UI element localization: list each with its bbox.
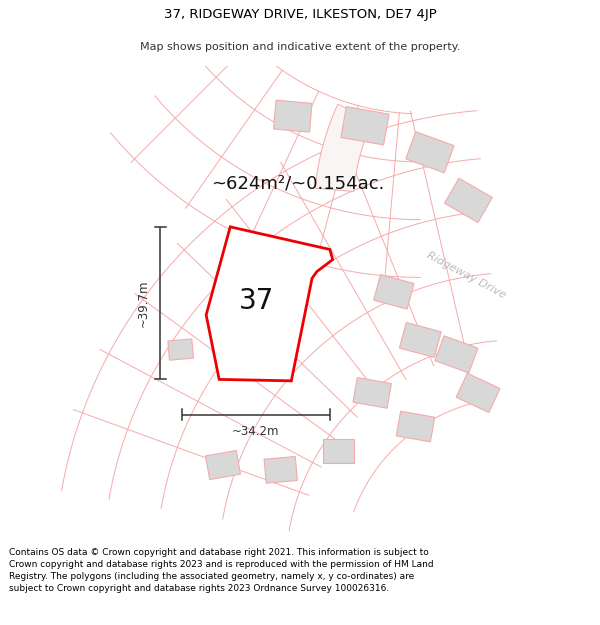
Polygon shape (353, 378, 391, 408)
Text: Map shows position and indicative extent of the property.: Map shows position and indicative extent… (140, 42, 460, 52)
Polygon shape (374, 274, 414, 309)
Polygon shape (168, 339, 193, 360)
Polygon shape (206, 451, 241, 479)
Text: 37, RIDGEWAY DRIVE, ILKESTON, DE7 4JP: 37, RIDGEWAY DRIVE, ILKESTON, DE7 4JP (164, 8, 436, 21)
Polygon shape (206, 227, 333, 381)
Text: Ridgeway Drive: Ridgeway Drive (425, 250, 507, 300)
Polygon shape (341, 107, 389, 145)
Polygon shape (323, 439, 354, 462)
Text: Contains OS data © Crown copyright and database right 2021. This information is : Contains OS data © Crown copyright and d… (9, 549, 434, 593)
Text: ~39.7m: ~39.7m (137, 279, 150, 327)
Text: ~624m²/~0.154ac.: ~624m²/~0.154ac. (211, 174, 385, 192)
Polygon shape (316, 104, 373, 191)
Text: ~34.2m: ~34.2m (232, 425, 280, 438)
Polygon shape (406, 132, 454, 173)
Polygon shape (264, 456, 298, 483)
Polygon shape (400, 322, 441, 357)
Polygon shape (445, 178, 493, 222)
Polygon shape (274, 100, 312, 132)
Polygon shape (435, 336, 478, 373)
Text: 37: 37 (239, 288, 274, 316)
Polygon shape (456, 373, 500, 413)
Polygon shape (238, 256, 295, 297)
Polygon shape (396, 411, 435, 442)
